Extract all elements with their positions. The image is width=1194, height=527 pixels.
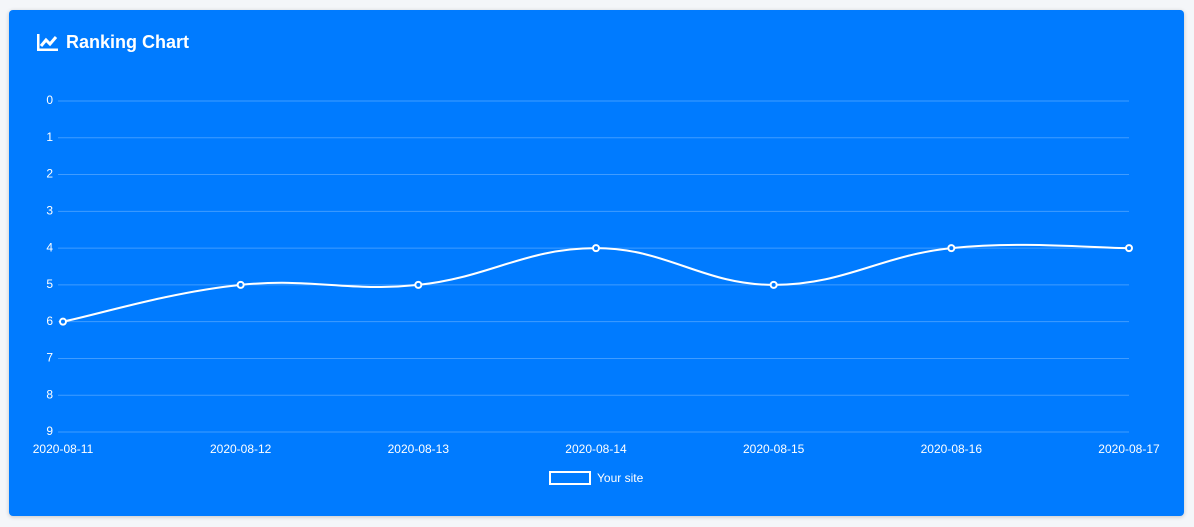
y-tick-label: 1 (46, 130, 53, 144)
x-tick-label: 2020-08-12 (210, 442, 272, 456)
x-tick-label: 2020-08-14 (565, 442, 627, 456)
y-tick-label: 6 (46, 314, 53, 328)
data-point (947, 244, 956, 253)
y-tick-label: 7 (46, 351, 53, 365)
x-tick-label: 2020-08-15 (743, 442, 805, 456)
chart: 0 1 2 3 4 5 6 7 8 9 2020-08-11 2020-08-12 2020-08-13… (33, 93, 1160, 485)
x-tick-label: 2020-08-13 (388, 442, 450, 456)
y-tick-label: 4 (46, 240, 53, 254)
data-point (59, 317, 67, 326)
y-tick-label: 2 (46, 167, 53, 181)
series-line (62, 243, 1130, 323)
legend-swatch (549, 471, 591, 485)
legend-label: Your site (597, 471, 644, 485)
chart-icon (37, 34, 58, 51)
x-tick-label: 2020-08-16 (921, 442, 983, 456)
data-point (769, 280, 778, 289)
chart-card: Ranking Chart 0 1 2 3 4 5 6 7 8 9 2020-08-11 2020-0… (9, 10, 1184, 516)
chart-title: Ranking Chart (66, 32, 190, 52)
x-tick-label: 2020-08-17 (1098, 442, 1160, 456)
y-tick-label: 3 (46, 204, 53, 218)
data-point (1125, 244, 1133, 253)
data-point (592, 244, 600, 253)
card-header: Ranking Chart (37, 32, 189, 53)
y-tick-label: 0 (46, 93, 53, 107)
data-point (236, 280, 245, 289)
y-tick-label: 9 (46, 424, 53, 438)
data-point (414, 280, 423, 289)
x-tick-label: 2020-08-11 (33, 442, 94, 456)
y-tick-label: 5 (46, 277, 53, 291)
y-tick-label: 8 (46, 387, 53, 401)
